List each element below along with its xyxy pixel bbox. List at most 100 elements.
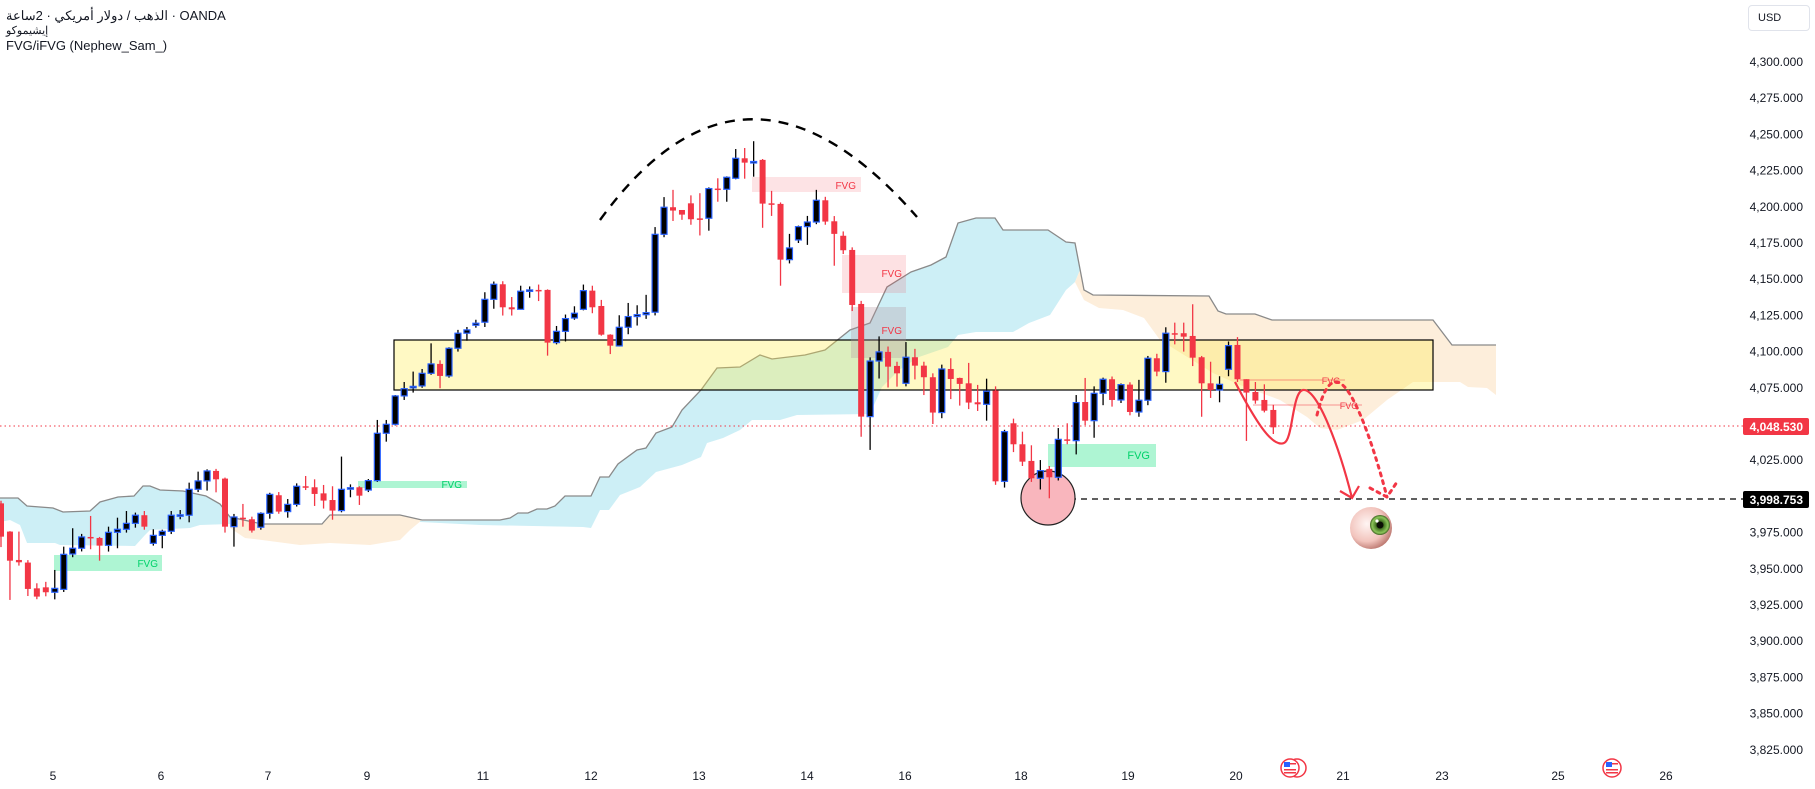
arrowhead-dotted-icon bbox=[1368, 480, 1399, 499]
projection-arrow-dotted[interactable] bbox=[1315, 380, 1389, 499]
candle-body bbox=[1099, 378, 1107, 394]
candle-body bbox=[51, 587, 59, 593]
time-tick-label: 9 bbox=[364, 769, 371, 783]
candle-bear bbox=[687, 195, 694, 225]
candle-body bbox=[687, 203, 694, 220]
candle-bear bbox=[885, 346, 892, 388]
candle-body bbox=[794, 226, 803, 241]
candle-body bbox=[1224, 345, 1233, 370]
candle-bull bbox=[346, 484, 355, 498]
candle-bear bbox=[535, 284, 542, 302]
currency-button[interactable]: USD bbox=[1748, 5, 1810, 31]
candle-body bbox=[131, 514, 139, 524]
candle-bull bbox=[427, 343, 435, 375]
candle-bull bbox=[69, 528, 77, 558]
candle-body bbox=[678, 209, 685, 215]
us-flag-event-icon[interactable] bbox=[1280, 758, 1307, 778]
candle-body bbox=[284, 503, 292, 513]
candle-bull bbox=[149, 529, 157, 546]
candle-body bbox=[885, 351, 892, 367]
us-flag-event-icon[interactable] bbox=[1602, 758, 1622, 778]
price-axis[interactable]: 4,300.000 4,275.000 4,250.000 4,225.000 4,20… bbox=[1750, 55, 1804, 757]
candle-bear bbox=[1243, 379, 1250, 441]
candle-body bbox=[1090, 392, 1098, 422]
fvg-label: FVG bbox=[441, 480, 462, 491]
candle-bull bbox=[203, 469, 211, 491]
candle-bull bbox=[561, 314, 570, 342]
candle-bull bbox=[481, 292, 489, 327]
candle-body bbox=[633, 314, 641, 318]
candle-bull bbox=[167, 511, 175, 535]
candle-bear bbox=[42, 581, 49, 597]
fvg-label: FVG bbox=[1322, 376, 1341, 386]
price-tick-label: 4,275.000 bbox=[1750, 91, 1804, 105]
candle-body bbox=[337, 488, 346, 512]
candle-body bbox=[508, 307, 515, 310]
senkou-line bbox=[0, 217, 1496, 525]
candle-body bbox=[1234, 344, 1241, 380]
candle-body bbox=[266, 493, 274, 514]
candle-bear bbox=[974, 384, 981, 411]
candle-body bbox=[1082, 401, 1089, 421]
price-tick-label: 4,025.000 bbox=[1750, 453, 1804, 467]
candle-bear bbox=[849, 247, 856, 312]
arrowhead-icon bbox=[1339, 485, 1360, 500]
candle-body bbox=[965, 383, 972, 403]
candle-bull bbox=[463, 326, 471, 341]
candle-body bbox=[615, 326, 623, 347]
fvg-label: FVG bbox=[881, 326, 902, 337]
candle-body bbox=[732, 157, 740, 179]
rounded-top-arc[interactable] bbox=[599, 118, 918, 221]
time-tick-label: 20 bbox=[1229, 769, 1243, 783]
candle-bear bbox=[1109, 376, 1116, 407]
candle-bear bbox=[329, 486, 336, 520]
projection-arrow-solid[interactable] bbox=[1234, 381, 1354, 499]
candle-bull bbox=[1135, 379, 1143, 417]
candle-bull bbox=[642, 294, 650, 319]
candle-body bbox=[329, 500, 336, 511]
time-tick-label: 18 bbox=[1014, 769, 1028, 783]
candle-body bbox=[840, 235, 847, 251]
symbol-title[interactable]: الذهب / دولار أمريكي · 2ساعة · OANDA bbox=[6, 8, 226, 23]
price-tick-label: 4,250.000 bbox=[1750, 127, 1804, 141]
candle-bear bbox=[1171, 322, 1178, 345]
candle-body bbox=[78, 536, 86, 549]
candle-body bbox=[87, 536, 94, 539]
candle-body bbox=[42, 587, 49, 593]
candle-body bbox=[96, 537, 103, 546]
candle-bear bbox=[992, 386, 999, 485]
time-tick-label: 13 bbox=[692, 769, 706, 783]
candle-body bbox=[1135, 399, 1143, 413]
liquidity-circle[interactable] bbox=[1020, 470, 1076, 526]
candle-bear bbox=[248, 516, 255, 533]
candle-body bbox=[400, 388, 408, 397]
candle-body bbox=[248, 519, 255, 531]
candle-bear bbox=[96, 536, 103, 561]
candle-bear bbox=[589, 285, 596, 314]
candle-bull bbox=[373, 419, 381, 482]
candle-body bbox=[1117, 384, 1125, 401]
candle-bear bbox=[15, 531, 22, 566]
target-price-label: 3,998.753 bbox=[1750, 493, 1804, 507]
candle-body bbox=[607, 334, 614, 346]
time-tick-label: 23 bbox=[1435, 769, 1449, 783]
time-tick-label: 7 bbox=[265, 769, 272, 783]
candle-bull bbox=[1036, 460, 1044, 490]
candle-body bbox=[356, 487, 363, 496]
candle-body bbox=[1261, 399, 1268, 411]
candle-bear bbox=[222, 477, 228, 533]
indicator-fvg[interactable]: FVG/iFVG (Nephew_Sam_) bbox=[6, 38, 168, 53]
candle-body bbox=[1153, 358, 1160, 372]
candle-bear bbox=[894, 361, 900, 387]
candle-body bbox=[454, 332, 462, 349]
candle-bull bbox=[705, 187, 713, 231]
time-tick-label: 6 bbox=[158, 769, 165, 783]
price-tick-label: 4,150.000 bbox=[1750, 272, 1804, 286]
candle-bear bbox=[956, 377, 963, 406]
candle-body bbox=[320, 493, 327, 501]
time-axis[interactable]: 5 6 7 9 11 12 13 14 16 18 19 20 21 23 25 26 bbox=[50, 769, 1673, 783]
candle-body bbox=[230, 516, 238, 528]
candle-bull bbox=[750, 141, 758, 177]
indicator-ichimoku[interactable]: إيشيموكو bbox=[6, 25, 49, 37]
